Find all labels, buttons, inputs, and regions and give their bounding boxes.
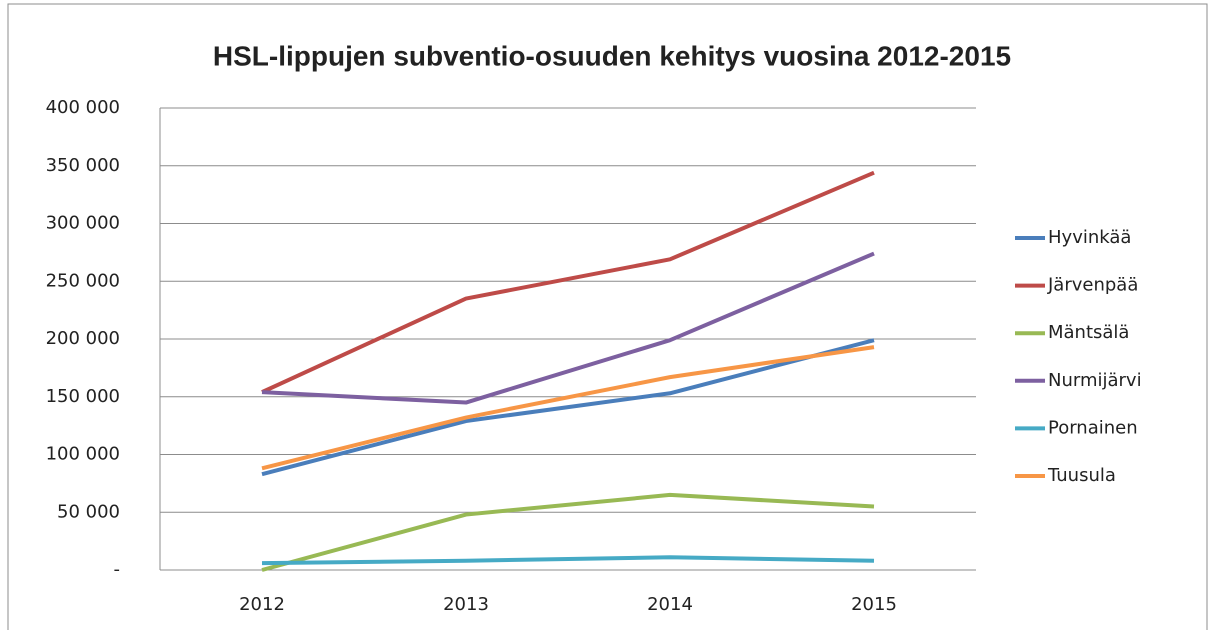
y-tick-label: 400 000 — [46, 97, 120, 118]
y-tick-label: 350 000 — [46, 155, 120, 176]
series-line — [261, 492, 875, 572]
legend-label: Pornainen — [1048, 417, 1138, 438]
legend-label: Nurmijärvi — [1048, 370, 1142, 391]
chart-frame — [7, 3, 1208, 630]
series-line — [261, 345, 875, 471]
legend-label: Tuusula — [1047, 465, 1116, 486]
x-tick-label: 2015 — [851, 594, 897, 615]
y-tick-label: 50 000 — [57, 501, 120, 522]
series-line — [261, 555, 875, 566]
x-tick-label: 2014 — [647, 594, 693, 615]
x-tick-label: 2013 — [443, 594, 489, 615]
series-line — [261, 170, 875, 394]
x-tick-label: 2012 — [239, 594, 285, 615]
legend-label: Hyvinkää — [1048, 227, 1131, 248]
chart-title: HSL-lippujen subventio-osuuden kehitys v… — [213, 40, 1011, 71]
legend-label: Mäntsälä — [1048, 322, 1129, 343]
series-line — [261, 251, 875, 405]
legend-label: Järvenpää — [1047, 275, 1138, 296]
y-tick-label: 100 000 — [46, 444, 120, 465]
y-tick-label: 150 000 — [46, 386, 120, 407]
y-tick-label: 300 000 — [46, 213, 120, 234]
y-tick-label: 250 000 — [46, 270, 120, 291]
series-line — [261, 338, 875, 477]
y-tick-label: 200 000 — [46, 328, 120, 349]
y-tick-label: - — [114, 559, 121, 580]
